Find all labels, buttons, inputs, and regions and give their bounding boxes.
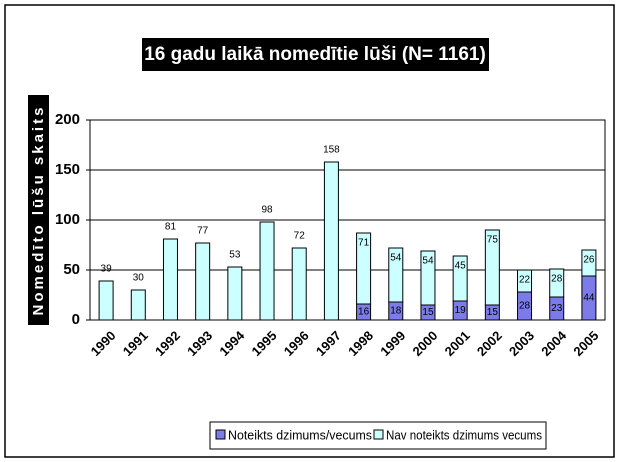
data-label: 30	[133, 273, 145, 284]
data-label: 28	[519, 301, 531, 312]
legend-label: Nav noteikts dzimums vecums	[386, 427, 542, 442]
data-label: 15	[422, 307, 434, 318]
legend-box	[209, 421, 547, 450]
bar-segment	[388, 247, 404, 303]
data-label: 158	[323, 145, 340, 156]
bar-segment	[581, 249, 597, 277]
title-box	[142, 38, 489, 71]
y-label-box	[28, 95, 49, 325]
legend-label: Noteikts dzimums/vecums	[228, 427, 372, 442]
data-label: 28	[551, 274, 563, 285]
bar-segment	[484, 229, 500, 306]
bar-segment	[323, 161, 339, 321]
data-label: 16	[358, 307, 370, 318]
data-label: 15	[487, 307, 499, 318]
data-label: 77	[197, 226, 209, 237]
legend-swatch	[373, 429, 384, 440]
data-label: 23	[551, 303, 563, 314]
data-label: 54	[390, 253, 402, 264]
bar-segment	[452, 255, 468, 302]
data-label: 19	[455, 305, 467, 316]
bar-segment	[227, 266, 243, 321]
bar-segment	[549, 268, 565, 298]
bar-segment	[517, 269, 533, 293]
bar-segment	[162, 238, 178, 321]
data-label: 18	[390, 306, 402, 317]
data-label: 45	[455, 261, 467, 272]
data-label: 75	[487, 235, 499, 246]
y-tick-label: 200	[55, 111, 80, 128]
data-label: 54	[422, 256, 434, 267]
bar-segment	[420, 250, 436, 306]
bar-segment	[130, 289, 146, 321]
bar-segment	[98, 280, 114, 321]
y-tick-label: 0	[72, 311, 80, 328]
data-label: 39	[101, 264, 113, 275]
bar-segment	[291, 247, 307, 321]
chart-title: 16 gadu laikā nomedītie lūši (N= 1161)	[144, 44, 486, 65]
data-label: 53	[229, 250, 241, 261]
legend-swatch	[215, 429, 226, 440]
data-label: 81	[165, 222, 177, 233]
data-label: 26	[583, 255, 595, 266]
bar-segment	[195, 242, 211, 321]
data-label: 72	[294, 231, 306, 242]
y-tick-label: 50	[63, 261, 80, 278]
data-label: 44	[583, 293, 595, 304]
bar-segment	[356, 232, 372, 305]
y-tick-label: 150	[55, 161, 80, 178]
data-label: 22	[519, 275, 531, 286]
bar-segment	[259, 221, 275, 321]
data-label: 71	[358, 238, 370, 249]
y-axis-label: Nomedīto lūšu skaits	[30, 105, 47, 316]
data-label: 98	[261, 205, 273, 216]
y-tick-label: 100	[55, 211, 80, 228]
